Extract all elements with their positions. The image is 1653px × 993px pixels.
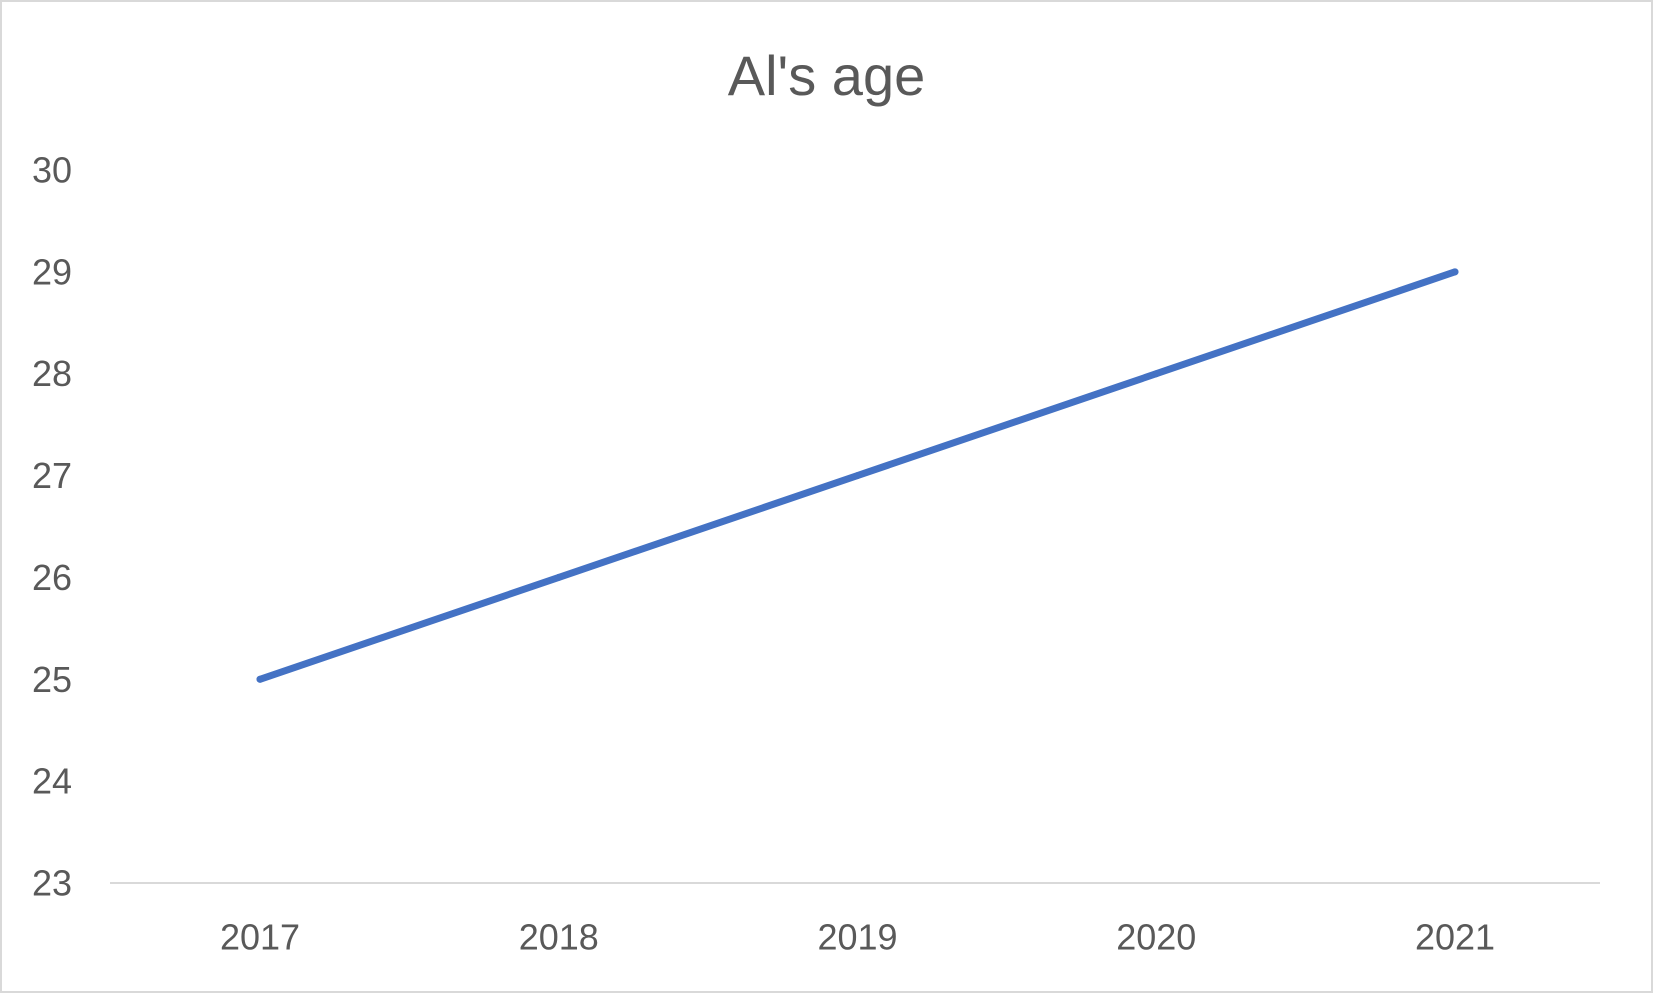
data-point [1152,370,1160,378]
y-tick-label: 26 [32,557,72,598]
x-tick-label: 2021 [1415,917,1495,958]
data-point [854,472,861,480]
y-tick-label: 29 [32,251,72,292]
x-tick-label: 2020 [1116,917,1196,958]
chart-title: Al's age [727,44,926,107]
y-tick-label: 23 [32,863,72,904]
data-point [1451,268,1459,276]
y-tick-label: 24 [32,761,72,802]
data-point [256,675,264,683]
x-tick-label: 2017 [220,917,300,958]
x-tick-label: 2019 [817,917,897,958]
data-point [555,573,563,581]
x-tick-label: 2018 [519,917,599,958]
y-tick-label: 28 [32,353,72,394]
y-tick-label: 25 [32,659,72,700]
y-tick-label: 27 [32,455,72,496]
y-tick-label: 30 [32,150,72,191]
